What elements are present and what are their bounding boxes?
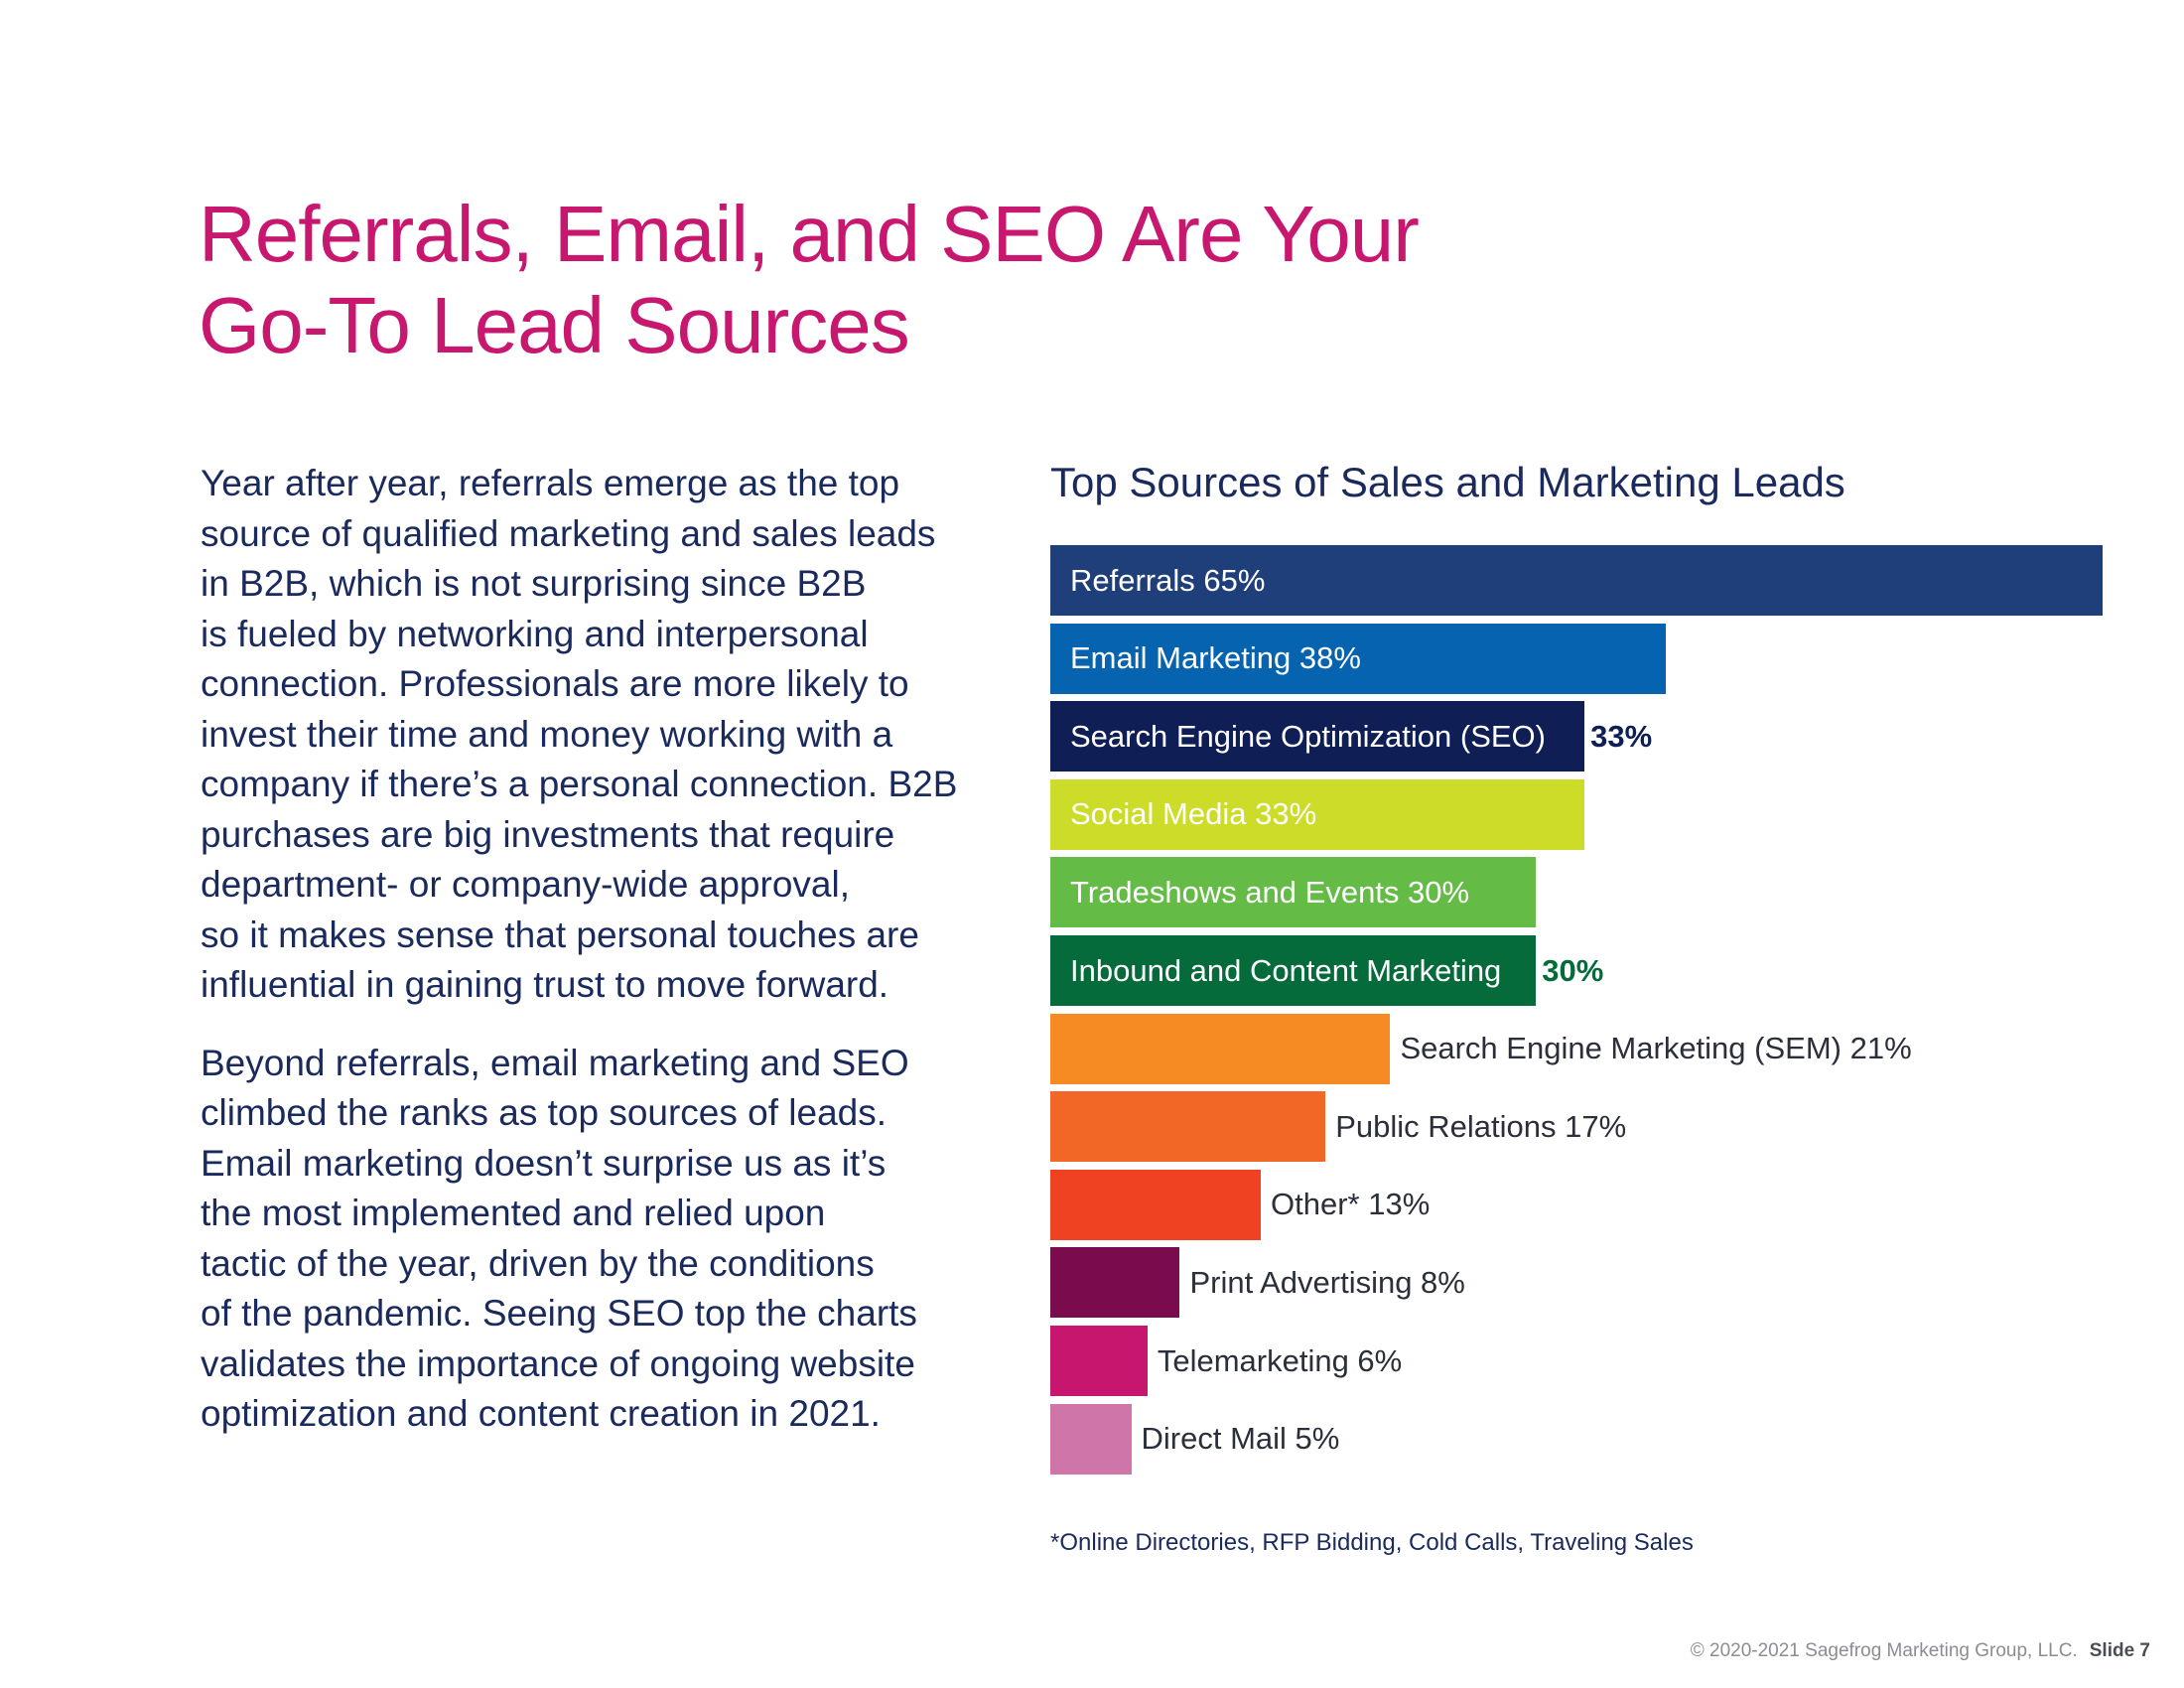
bar-label: Referrals 65% (1070, 562, 1266, 598)
bar: Email Marketing 38% (1050, 623, 1666, 694)
bar (1050, 1326, 1148, 1396)
chart-footnote: *Online Directories, RFP Bidding, Cold C… (1050, 1529, 1694, 1556)
bar-row: Social Media 33% (1050, 778, 1585, 850)
bar-label: Tradeshows and Events 30% (1070, 874, 1470, 910)
bar-value-label: 33% (1590, 718, 1653, 754)
bar-row: Search Engine Optimization (SEO) 33% (1050, 701, 1653, 773)
bar: Search Engine Optimization (SEO) (1050, 701, 1585, 773)
bar-row: Tradeshows and Events 30% (1050, 857, 1537, 928)
bar: Inbound and Content Marketing (1050, 935, 1537, 1006)
bar: Social Media 33% (1050, 778, 1585, 850)
bar-label: Social Media 33% (1070, 796, 1317, 832)
slide-number: Slide 7 (2089, 1640, 2150, 1661)
bar: Referrals 65% (1050, 545, 2103, 616)
bar-label: Search Engine Optimization (SEO) (1070, 718, 1546, 754)
bar-value-label: Public Relations 17% (1335, 1108, 1627, 1144)
bar-value-label: Telemarketing 6% (1157, 1342, 1403, 1378)
bar (1050, 1247, 1180, 1319)
bar-value-label: 30% (1542, 952, 1604, 988)
bar (1050, 1169, 1261, 1240)
body-text: Year after year, referrals emerge as the… (201, 459, 995, 1468)
bar (1050, 1403, 1132, 1475)
bar-value-label: Direct Mail 5% (1141, 1421, 1340, 1457)
bar-row: Inbound and Content Marketing 30% (1050, 935, 1603, 1006)
paragraph: Beyond referrals, email marketing and SE… (201, 1042, 917, 1435)
bar (1050, 1091, 1326, 1163)
bar-row: Search Engine Marketing (SEM) 21% (1050, 1013, 1912, 1084)
bar-row: Public Relations 17% (1050, 1091, 1627, 1163)
bar-row: Email Marketing 38% (1050, 623, 1666, 694)
chart-title: Top Sources of Sales and Marketing Leads (1050, 459, 1845, 505)
bar-value-label: Search Engine Marketing (SEM) 21% (1400, 1031, 1912, 1066)
title-line: Go-To Lead Sources (199, 281, 910, 369)
title-line: Referrals, Email, and SEO Are Your (199, 190, 1420, 278)
bar-value-label: Other* 13% (1271, 1187, 1431, 1222)
bar-row: Direct Mail 5% (1050, 1403, 1340, 1475)
bar-label: Email Marketing 38% (1070, 640, 1361, 676)
bar-row: Other* 13% (1050, 1169, 1431, 1240)
page-title: Referrals, Email, and SEO Are Your Go-To… (199, 189, 1420, 371)
bar-row: Referrals 65% (1050, 545, 2103, 616)
copyright: © 2020-2021 Sagefrog Marketing Group, LL… (1690, 1640, 2078, 1661)
bar-row: Telemarketing 6% (1050, 1326, 1402, 1396)
bar-value-label: Print Advertising 8% (1189, 1264, 1465, 1300)
bar-chart: Referrals 65% Email Marketing 38% Search E… (1050, 545, 2142, 1478)
footer: © 2020-2021 Sagefrog Marketing Group, LL… (1691, 1640, 2150, 1662)
paragraph: Year after year, referrals emerge as the… (201, 463, 958, 1005)
bar-label: Inbound and Content Marketing (1070, 952, 1502, 988)
bar (1050, 1013, 1391, 1084)
bar-row: Print Advertising 8% (1050, 1247, 1465, 1319)
bar: Tradeshows and Events 30% (1050, 857, 1537, 928)
